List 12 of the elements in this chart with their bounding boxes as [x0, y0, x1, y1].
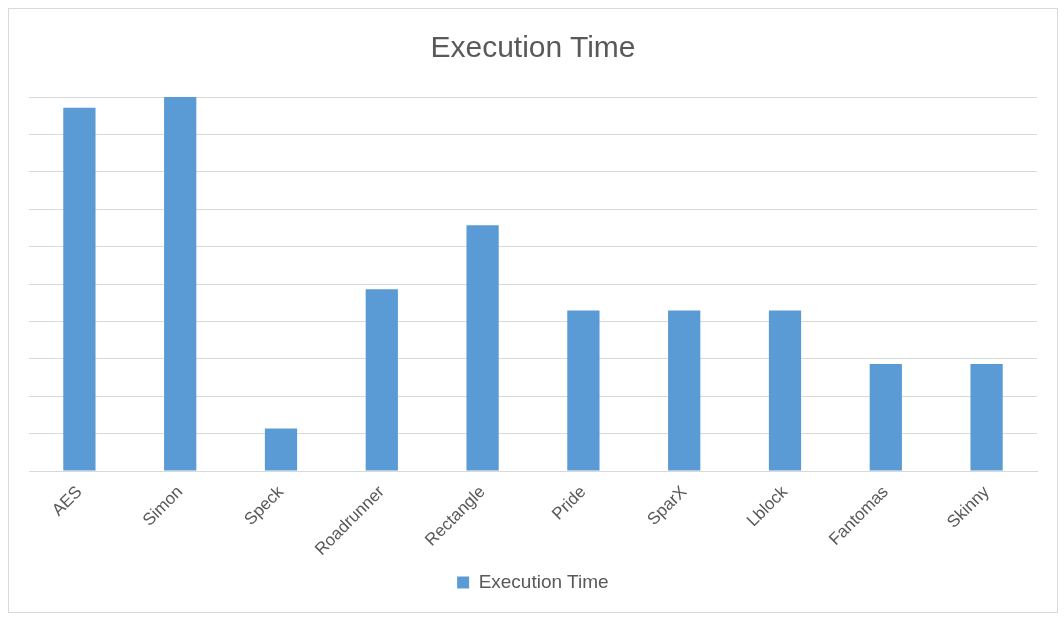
bar: [466, 225, 499, 471]
bar: [668, 310, 701, 471]
bar: [869, 364, 902, 471]
bar: [567, 310, 600, 471]
bar: [164, 97, 197, 471]
legend-label: Execution Time: [478, 570, 609, 592]
chart-title: Execution Time: [430, 30, 636, 64]
bar: [264, 428, 298, 471]
bar: [365, 289, 398, 471]
bar: [970, 364, 1003, 471]
bar: [768, 310, 802, 471]
bar: [63, 107, 96, 471]
